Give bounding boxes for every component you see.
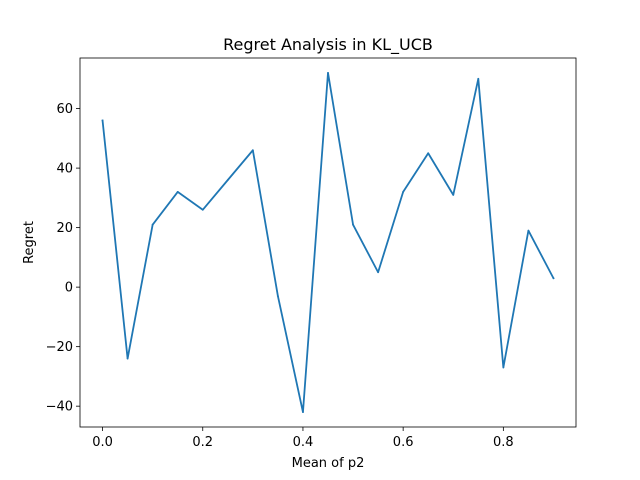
data-point (101, 119, 104, 122)
y-tick-label: 40 (56, 162, 73, 177)
data-point (527, 229, 530, 232)
data-point (126, 357, 129, 360)
data-point (402, 191, 405, 193)
y-tick-label: 20 (56, 221, 73, 236)
x-tick-label: 0.4 (293, 435, 314, 450)
plot-area (101, 71, 555, 414)
data-point (226, 179, 229, 181)
data-point (251, 149, 254, 152)
y-tick-label: 60 (56, 102, 73, 117)
x-tick-label: 0.8 (493, 435, 514, 450)
y-tick-label: 0 (65, 281, 73, 296)
data-point (276, 295, 279, 297)
x-axis-label: Mean of p2 (292, 456, 365, 471)
data-point (552, 277, 555, 280)
y-axis-label: Regret (22, 221, 37, 264)
x-tick-label: 0.6 (393, 435, 414, 450)
chart-title: Regret Analysis in KL_UCB (223, 35, 433, 55)
data-point (176, 191, 179, 193)
y-tick-label: −20 (46, 340, 73, 355)
data-point (201, 208, 204, 211)
data-point (427, 152, 430, 155)
data-point (302, 411, 304, 414)
y-tick-label: −40 (46, 400, 73, 415)
data-point (352, 223, 354, 226)
data-point (377, 271, 380, 274)
x-tick-label: 0.0 (92, 435, 113, 450)
data-point (327, 71, 329, 74)
data-point (452, 193, 455, 196)
x-tick-label: 0.2 (192, 435, 213, 450)
data-point (477, 77, 480, 80)
axis-ticks: 0.0 0.2 0.4 0.6 0.8 −40 −20 0 20 40 60 (46, 102, 514, 450)
axes-frame (79, 57, 577, 428)
data-point (151, 223, 154, 226)
data-point (502, 366, 505, 369)
